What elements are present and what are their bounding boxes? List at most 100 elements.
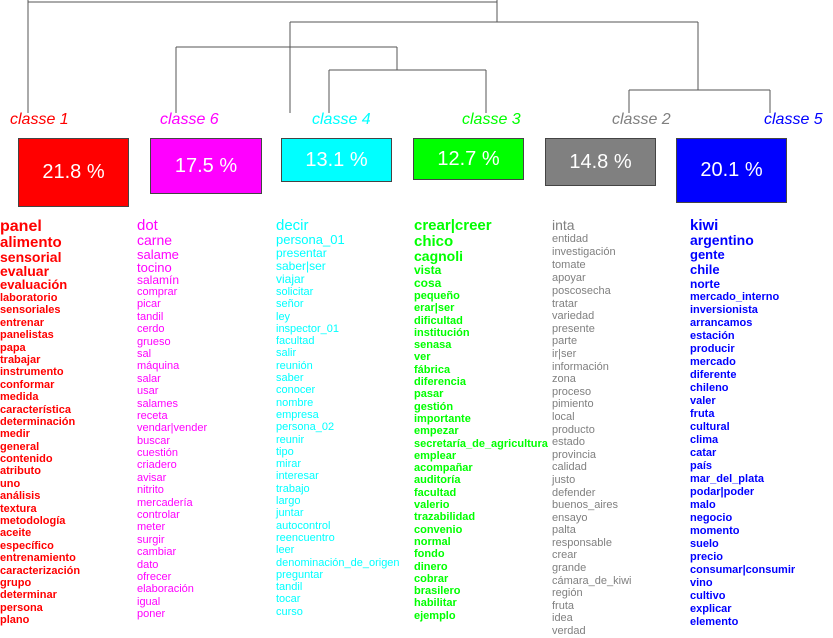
class-word: picar	[137, 298, 161, 311]
class-word: sal	[137, 347, 152, 360]
class-word: salame	[137, 247, 179, 262]
class-word: saber|ser	[276, 259, 326, 273]
class-percent-box: 13.1 %	[281, 138, 392, 182]
class-word: fruta	[552, 599, 575, 612]
class-word: proceso	[552, 385, 592, 398]
class-word: ejemplo	[414, 609, 456, 622]
class-word: producto	[552, 423, 595, 436]
class-word: chico	[414, 233, 454, 250]
class-word: poner	[137, 608, 166, 621]
class-word: ensayo	[552, 511, 588, 524]
class-word: normal	[414, 535, 451, 548]
class-word: cambiar	[137, 546, 177, 559]
class-word: juntar	[276, 507, 304, 520]
class-word: tomate	[552, 259, 586, 271]
class-word: tandil	[276, 581, 303, 594]
class-word: textura	[0, 502, 37, 515]
class-word: característica	[0, 403, 71, 416]
class-word: zona	[552, 373, 576, 386]
class-word-list: decir persona_01 presentar saber|ser viajar s…	[276, 218, 400, 618]
class-word: grupo	[0, 576, 32, 589]
class-word: negocio	[690, 512, 733, 524]
class-word: buscar	[137, 434, 171, 447]
class-word: provincia	[552, 448, 597, 461]
class-word: controlar	[137, 509, 180, 522]
class-word: medida	[0, 391, 39, 404]
class-word: información	[552, 360, 609, 373]
class-word: usar	[137, 385, 159, 398]
class-word: autocontrol	[276, 519, 331, 532]
class-word: país	[690, 460, 713, 472]
class-word: solicitar	[276, 286, 314, 298]
class-word: fábrica	[414, 363, 451, 376]
class-word: justo	[552, 473, 576, 486]
class-word: vista	[414, 263, 442, 277]
class-word: habilitar	[414, 597, 457, 610]
class-word: estado	[552, 436, 586, 449]
class-label: classe 3	[462, 111, 521, 128]
class-word: auditoría	[414, 474, 461, 487]
class-word: salir	[276, 347, 297, 360]
class-percent-box: 12.7 %	[413, 138, 524, 180]
class-word: pimiento	[552, 398, 594, 411]
class-word: instrumento	[0, 366, 64, 379]
class-word: cultivo	[690, 590, 726, 602]
class-word: general	[0, 440, 40, 453]
class-word: denominación_de_origen	[276, 556, 400, 569]
class-word: persona_02	[276, 421, 335, 434]
class-word: diferente	[690, 369, 737, 381]
class-word: laboratorio	[0, 292, 58, 304]
class-word: chile	[690, 262, 720, 277]
class-word: entrenar	[0, 316, 45, 329]
class-word: mirar	[276, 458, 302, 471]
class-percent-box: 17.5 %	[150, 138, 262, 194]
class-word: ofrecer	[137, 570, 172, 583]
class-word: crear	[552, 549, 578, 562]
class-word: malo	[690, 499, 716, 511]
class-word: panelistas	[0, 329, 54, 342]
class-word: arrancamos	[690, 317, 753, 329]
class-word: mercado_interno	[690, 291, 780, 303]
class-word-list: crear|creer chico cagnoli vista cosa pequeño e…	[414, 218, 548, 622]
class-word: entidad	[552, 233, 589, 245]
class-word: senasa	[414, 339, 452, 352]
class-word: máquina	[137, 360, 180, 373]
class-word: suelo	[690, 538, 719, 550]
class-word: metodología	[0, 515, 66, 528]
class-word: salar	[137, 372, 161, 385]
class-word: dato	[137, 558, 159, 571]
class-word: atributo	[0, 465, 41, 478]
class-word: reunión	[276, 359, 313, 372]
class-word: cobrar	[414, 572, 449, 585]
class-word: carne	[137, 232, 173, 248]
class-word: valer	[690, 395, 716, 407]
class-word: tocar	[276, 593, 301, 606]
class-word: buenos_aires	[552, 499, 619, 512]
class-word: facultad	[414, 486, 457, 499]
class-word: explicar	[690, 603, 732, 615]
class-word: grueso	[137, 335, 171, 348]
class-word: presentar	[276, 246, 327, 260]
class-word: tipo	[276, 445, 294, 458]
class-word: secretaría_de_agricultura	[414, 437, 548, 450]
class-percent: 13.1 %	[305, 148, 368, 171]
class-word: acompañar	[414, 462, 473, 475]
class-word: local	[552, 410, 575, 423]
class-word: clima	[690, 434, 719, 446]
class-word: elemento	[690, 616, 739, 628]
dendrogram	[27, 0, 771, 113]
class-word: alimento	[0, 234, 62, 251]
class-word: salames	[137, 397, 178, 410]
class-word: trabajar	[0, 353, 41, 366]
class-word-list: inta entidad investigación tomate apoyar posc…	[552, 218, 631, 638]
class-word: cosa	[414, 276, 442, 290]
class-word: kiwi	[690, 217, 719, 234]
class-word: responsable	[552, 536, 612, 549]
class-word: investigación	[552, 246, 616, 258]
class-word: tratar	[552, 297, 578, 310]
class-word: persona	[0, 601, 43, 614]
class-word: igual	[137, 595, 161, 608]
class-word: comprar	[137, 286, 178, 298]
class-word: surgir	[137, 533, 165, 546]
class-percent: 20.1 %	[700, 159, 763, 181]
